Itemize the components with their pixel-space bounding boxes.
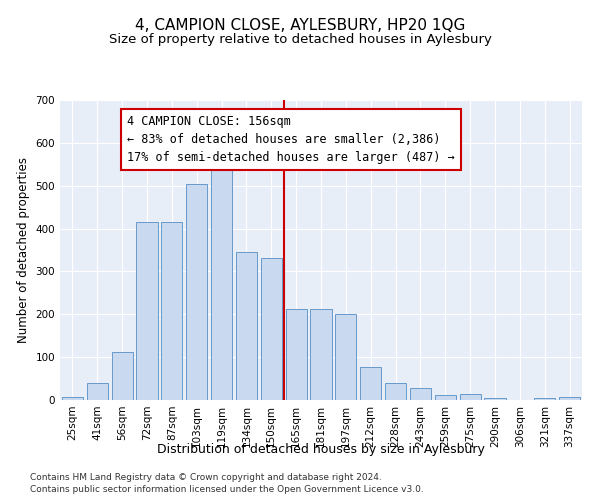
Text: Contains HM Land Registry data © Crown copyright and database right 2024.: Contains HM Land Registry data © Crown c… (30, 472, 382, 482)
Text: Size of property relative to detached houses in Aylesbury: Size of property relative to detached ho… (109, 32, 491, 46)
Bar (460, 394, 481, 400)
Text: 4, CAMPION CLOSE, AYLESBURY, HP20 1QG: 4, CAMPION CLOSE, AYLESBURY, HP20 1QG (135, 18, 465, 32)
Bar (186, 184, 207, 400)
Bar (559, 396, 580, 400)
Bar (161, 222, 182, 400)
Text: 4 CAMPION CLOSE: 156sqm
← 83% of detached houses are smaller (2,386)
17% of semi: 4 CAMPION CLOSE: 156sqm ← 83% of detache… (127, 115, 455, 164)
Bar (62, 396, 83, 400)
Bar (211, 152, 232, 400)
Text: Contains public sector information licensed under the Open Government Licence v3: Contains public sector information licen… (30, 485, 424, 494)
Bar (136, 222, 158, 400)
Bar (335, 314, 356, 400)
Bar (410, 388, 431, 400)
Bar (435, 395, 456, 400)
Bar (286, 309, 307, 400)
Bar (112, 352, 133, 400)
Text: Distribution of detached houses by size in Aylesbury: Distribution of detached houses by size … (157, 442, 485, 456)
Bar (261, 258, 282, 400)
Y-axis label: Number of detached properties: Number of detached properties (17, 157, 30, 343)
Bar (310, 309, 332, 400)
Bar (236, 252, 257, 400)
Bar (484, 398, 506, 400)
Bar (534, 398, 555, 400)
Bar (87, 383, 108, 400)
Bar (385, 383, 406, 400)
Bar (360, 366, 381, 400)
